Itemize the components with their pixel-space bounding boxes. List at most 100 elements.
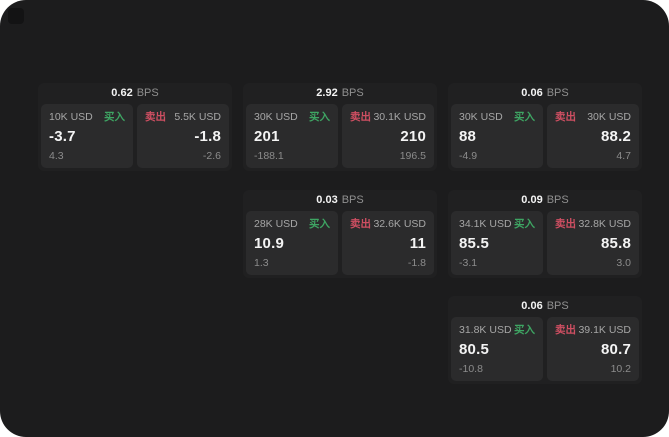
sell-amount: 32.8K USD	[578, 218, 631, 230]
buy-panel[interactable]: 30K USD 买入 201 -188.1	[246, 104, 338, 168]
bps-unit-label: BPS	[341, 87, 364, 99]
bps-unit-label: BPS	[546, 194, 569, 206]
buy-sub-value: -10.8	[459, 363, 483, 375]
quote-panels: 28K USD 买入 10.9 1.3 卖出 32.6K USD 11 -1.8	[246, 211, 434, 275]
sell-amount: 5.5K USD	[174, 111, 221, 123]
sell-side-label: 卖出	[555, 218, 576, 230]
buy-panel[interactable]: 30K USD 买入 88 -4.9	[451, 104, 543, 168]
sell-side-label: 卖出	[145, 111, 166, 123]
quote-card: 0.06 BPS 31.8K USD 买入 80.5 -10.8 卖出 39.1K…	[448, 296, 642, 384]
bps-value: 0.09	[521, 194, 543, 206]
sell-amount: 32.6K USD	[373, 218, 426, 230]
buy-sub-value: -4.9	[459, 150, 478, 162]
quote-card: 0.62 BPS 10K USD 买入 -3.7 4.3 卖出 5.5K USD …	[38, 83, 232, 171]
quote-card: 0.06 BPS 30K USD 买入 88 -4.9 卖出 30K USD 88…	[448, 83, 642, 171]
buy-price: 201	[254, 127, 280, 145]
buy-price: 85.5	[459, 234, 489, 252]
bps-header: 0.09 BPS	[451, 190, 639, 211]
buy-amount: 28K USD	[254, 218, 298, 230]
buy-panel[interactable]: 34.1K USD 买入 85.5 -3.1	[451, 211, 543, 275]
sell-side-label: 卖出	[350, 218, 371, 230]
buy-sub-value: 1.3	[254, 257, 269, 269]
sell-price: 88.2	[601, 127, 631, 145]
app-logo	[8, 8, 24, 24]
buy-amount: 30K USD	[254, 111, 298, 123]
bps-header: 0.62 BPS	[41, 83, 229, 104]
buy-price: 88	[459, 127, 477, 145]
quote-panels: 30K USD 买入 88 -4.9 卖出 30K USD 88.2 4.7	[451, 104, 639, 168]
buy-panel-header: 34.1K USD 买入	[459, 218, 535, 230]
bps-value: 2.92	[316, 87, 338, 99]
buy-panel-header: 30K USD 买入	[459, 111, 535, 123]
buy-amount: 30K USD	[459, 111, 503, 123]
quote-panels: 31.8K USD 买入 80.5 -10.8 卖出 39.1K USD 80.…	[451, 317, 639, 381]
bps-unit-label: BPS	[546, 300, 569, 312]
buy-price: 80.5	[459, 340, 489, 358]
buy-panel-header: 31.8K USD 买入	[459, 324, 535, 336]
bps-unit-label: BPS	[136, 87, 159, 99]
buy-sub-value: -3.1	[459, 257, 478, 269]
sell-sub-value: 196.5	[399, 150, 426, 162]
buy-panel[interactable]: 28K USD 买入 10.9 1.3	[246, 211, 338, 275]
sell-panel[interactable]: 卖出 30.1K USD 210 196.5	[342, 104, 434, 168]
sell-panel-header: 卖出 32.8K USD	[555, 218, 631, 230]
sell-panel-header: 卖出 32.6K USD	[350, 218, 426, 230]
bps-value: 0.03	[316, 194, 338, 206]
sell-panel[interactable]: 卖出 30K USD 88.2 4.7	[547, 104, 639, 168]
sell-side-label: 卖出	[555, 111, 576, 123]
buy-amount: 31.8K USD	[459, 324, 512, 336]
sell-side-label: 卖出	[350, 111, 371, 123]
quote-panels: 10K USD 买入 -3.7 4.3 卖出 5.5K USD -1.8 -2.…	[41, 104, 229, 168]
sell-panel[interactable]: 卖出 39.1K USD 80.7 10.2	[547, 317, 639, 381]
bps-unit-label: BPS	[341, 194, 364, 206]
quote-card: 2.92 BPS 30K USD 买入 201 -188.1 卖出 30.1K U…	[243, 83, 437, 171]
sell-sub-value: 4.7	[616, 150, 631, 162]
bps-header: 0.06 BPS	[451, 296, 639, 317]
buy-amount: 10K USD	[49, 111, 93, 123]
buy-side-label: 买入	[309, 111, 330, 123]
bps-header: 0.03 BPS	[246, 190, 434, 211]
bps-value: 0.62	[111, 87, 133, 99]
buy-side-label: 买入	[514, 111, 535, 123]
bps-header: 2.92 BPS	[246, 83, 434, 104]
bps-value: 0.06	[521, 87, 543, 99]
buy-panel-header: 10K USD 买入	[49, 111, 125, 123]
sell-sub-value: -1.8	[407, 257, 426, 269]
buy-panel-header: 28K USD 买入	[254, 218, 330, 230]
sell-amount: 30K USD	[587, 111, 631, 123]
sell-price: 11	[409, 234, 426, 252]
buy-panel-header: 30K USD 买入	[254, 111, 330, 123]
sell-amount: 39.1K USD	[578, 324, 631, 336]
buy-panel[interactable]: 31.8K USD 买入 80.5 -10.8	[451, 317, 543, 381]
buy-side-label: 买入	[309, 218, 330, 230]
sell-sub-value: -2.6	[202, 150, 221, 162]
buy-side-label: 买入	[514, 218, 535, 230]
buy-panel[interactable]: 10K USD 买入 -3.7 4.3	[41, 104, 133, 168]
sell-panel[interactable]: 卖出 5.5K USD -1.8 -2.6	[137, 104, 229, 168]
quote-card: 0.03 BPS 28K USD 买入 10.9 1.3 卖出 32.6K USD…	[243, 190, 437, 278]
sell-panel-header: 卖出 30.1K USD	[350, 111, 426, 123]
buy-amount: 34.1K USD	[459, 218, 512, 230]
buy-price: -3.7	[49, 127, 76, 145]
quote-panels: 34.1K USD 买入 85.5 -3.1 卖出 32.8K USD 85.8…	[451, 211, 639, 275]
sell-panel-header: 卖出 5.5K USD	[145, 111, 221, 123]
buy-price: 10.9	[254, 234, 284, 252]
sell-sub-value: 10.2	[610, 363, 631, 375]
sell-sub-value: 3.0	[616, 257, 631, 269]
sell-price: 85.8	[601, 234, 631, 252]
bps-header: 0.06 BPS	[451, 83, 639, 104]
sell-panel[interactable]: 卖出 32.6K USD 11 -1.8	[342, 211, 434, 275]
sell-price: 80.7	[601, 340, 631, 358]
sell-panel[interactable]: 卖出 32.8K USD 85.8 3.0	[547, 211, 639, 275]
sell-amount: 30.1K USD	[373, 111, 426, 123]
buy-side-label: 买入	[514, 324, 535, 336]
quote-panels: 30K USD 买入 201 -188.1 卖出 30.1K USD 210 1…	[246, 104, 434, 168]
sell-panel-header: 卖出 30K USD	[555, 111, 631, 123]
buy-sub-value: 4.3	[49, 150, 64, 162]
sell-price: -1.8	[194, 127, 221, 145]
sell-price: 210	[400, 127, 426, 145]
bps-unit-label: BPS	[546, 87, 569, 99]
